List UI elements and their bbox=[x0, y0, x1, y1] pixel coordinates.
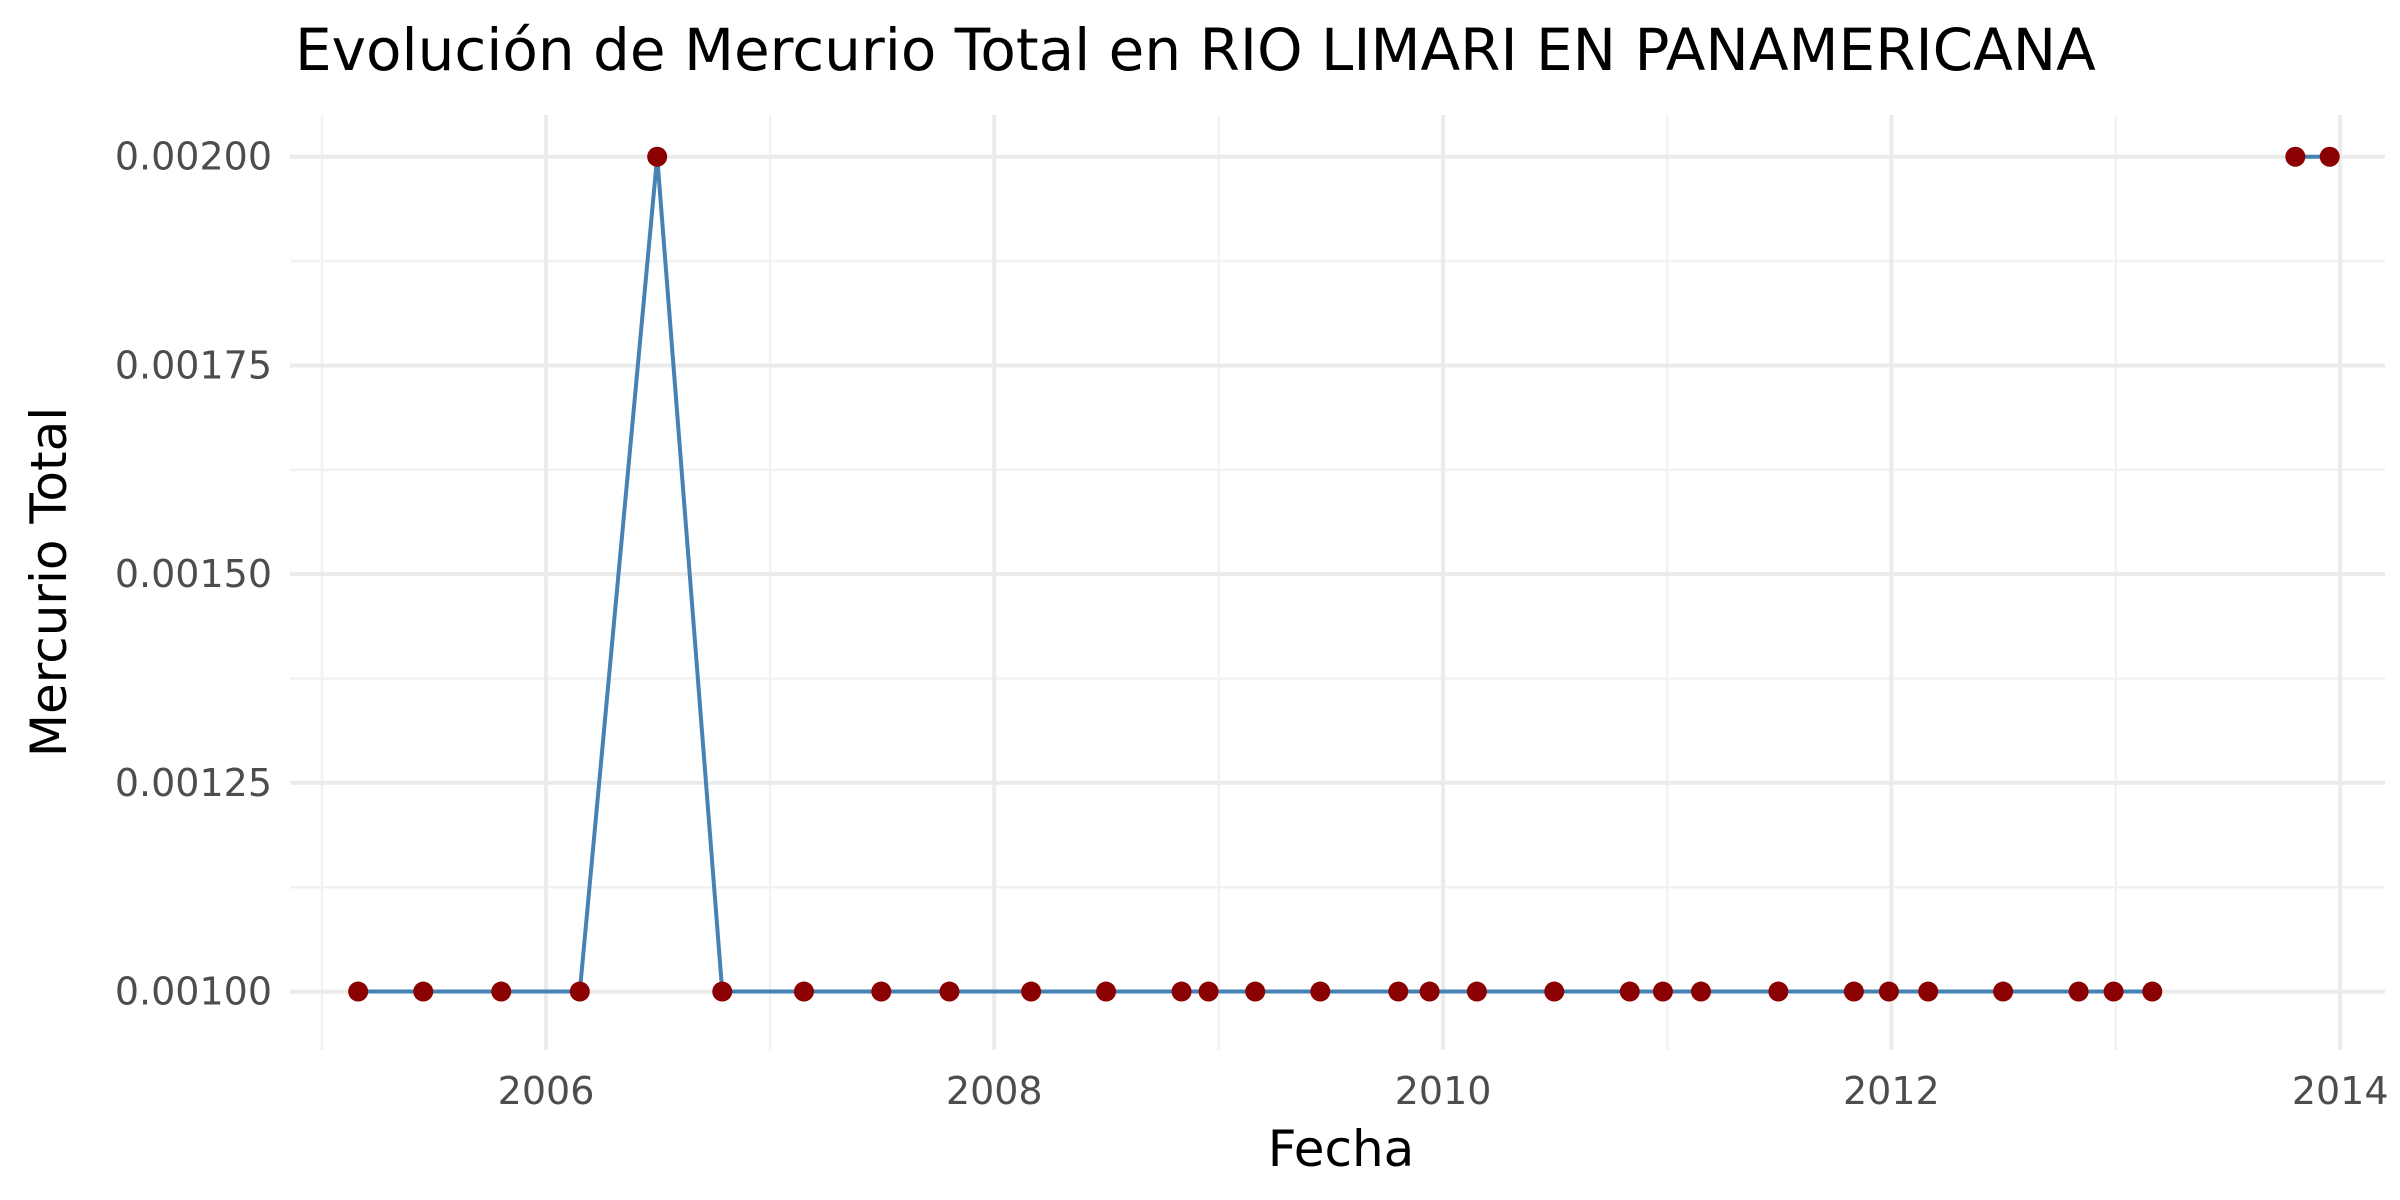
data-point bbox=[2319, 146, 2340, 167]
data-point bbox=[1198, 981, 1219, 1002]
data-point bbox=[569, 981, 590, 1002]
data-point bbox=[712, 981, 733, 1002]
data-point bbox=[2285, 146, 2306, 167]
data-point bbox=[1466, 981, 1487, 1002]
data-point bbox=[1021, 981, 1042, 1002]
data-point bbox=[1843, 981, 1864, 1002]
plot-grid bbox=[290, 115, 2385, 1050]
data-point bbox=[491, 981, 512, 1002]
y-axis-title: Mercurio Total bbox=[20, 407, 78, 757]
y-tick-label: 0.00100 bbox=[115, 970, 272, 1014]
data-point bbox=[1419, 981, 1440, 1002]
x-axis-title: Fecha bbox=[1268, 1120, 1415, 1178]
y-tick-label: 0.00150 bbox=[115, 552, 272, 596]
y-axis-tick-labels: 0.00100 0.00125 0.00150 0.00175 0.00200 bbox=[115, 135, 272, 1014]
data-point bbox=[2068, 981, 2089, 1002]
x-tick-label: 2008 bbox=[946, 1069, 1043, 1113]
y-tick-label: 0.00200 bbox=[115, 135, 272, 179]
x-tick-label: 2012 bbox=[1843, 1069, 1940, 1113]
data-point bbox=[1878, 981, 1899, 1002]
data-point bbox=[1652, 981, 1673, 1002]
data-point bbox=[1918, 981, 1939, 1002]
data-point bbox=[2103, 981, 2124, 1002]
data-point bbox=[793, 981, 814, 1002]
data-point bbox=[1993, 981, 2014, 1002]
data-point bbox=[1544, 981, 1565, 1002]
data-point bbox=[647, 146, 668, 167]
y-tick-label: 0.00125 bbox=[115, 761, 272, 805]
data-point bbox=[413, 981, 434, 1002]
x-tick-label: 2006 bbox=[498, 1069, 595, 1113]
x-tick-label: 2014 bbox=[2292, 1069, 2389, 1113]
data-point bbox=[1171, 981, 1192, 1002]
data-point bbox=[871, 981, 892, 1002]
x-axis-tick-labels: 2006 2008 2010 2012 2014 bbox=[498, 1069, 2389, 1113]
data-point bbox=[348, 981, 369, 1002]
data-point bbox=[1388, 981, 1409, 1002]
y-tick-label: 0.00175 bbox=[115, 343, 272, 387]
x-tick-label: 2010 bbox=[1395, 1069, 1492, 1113]
data-point bbox=[1245, 981, 1266, 1002]
series-points bbox=[348, 146, 2340, 1002]
data-point bbox=[2142, 981, 2163, 1002]
data-point bbox=[1096, 981, 1117, 1002]
data-point bbox=[1768, 981, 1789, 1002]
chart-title: Evolución de Mercurio Total en RIO LIMAR… bbox=[295, 16, 2096, 84]
data-point bbox=[1690, 981, 1711, 1002]
data-point bbox=[1310, 981, 1331, 1002]
data-point bbox=[1619, 981, 1640, 1002]
data-point bbox=[939, 981, 960, 1002]
